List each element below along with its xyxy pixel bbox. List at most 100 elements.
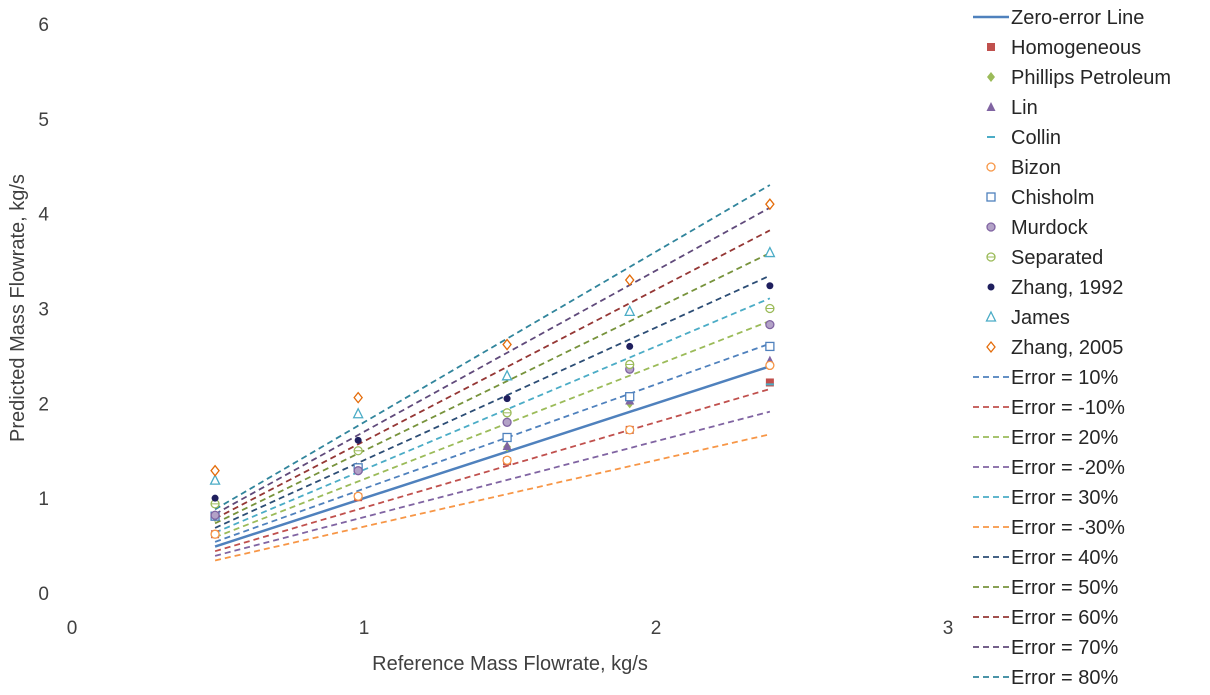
data-point xyxy=(353,491,363,501)
data-point xyxy=(626,342,634,350)
series-lin xyxy=(210,355,775,520)
legend-item: Zero-error Line xyxy=(973,7,1144,29)
series-chisholm xyxy=(210,341,775,521)
legend-label: Error = 40% xyxy=(1011,547,1118,569)
legend-item: Lin xyxy=(986,97,1038,119)
legend-label: Zero-error Line xyxy=(1011,7,1144,29)
y-tick-label: 6 xyxy=(38,15,49,36)
error-line xyxy=(214,433,771,562)
y-tick-label: 5 xyxy=(38,110,49,131)
data-point xyxy=(503,395,511,403)
data-point xyxy=(764,246,776,258)
series-zhang-1992 xyxy=(211,282,774,502)
data-point xyxy=(502,417,512,427)
data-point xyxy=(501,369,513,381)
error-line xyxy=(214,410,771,557)
y-tick-label: 4 xyxy=(38,205,49,226)
legend-label: James xyxy=(1011,307,1070,329)
data-point xyxy=(209,473,221,485)
legend-item: Error = 40% xyxy=(973,547,1118,569)
legend-swatch xyxy=(986,102,996,111)
legend-item: Murdock xyxy=(986,217,1089,239)
data-point xyxy=(765,360,775,371)
plot-lines xyxy=(214,184,771,562)
y-axis-label: Predicted Mass Flowrate, kg/s xyxy=(7,174,29,442)
data-point xyxy=(502,338,512,351)
x-axis-label: Reference Mass Flowrate, kg/s xyxy=(372,653,648,675)
legend-swatch xyxy=(986,162,996,172)
legend-label: Zhang, 2005 xyxy=(1011,337,1123,359)
y-tick-label: 2 xyxy=(38,394,49,415)
error-line xyxy=(214,320,771,539)
legend-label: Homogeneous xyxy=(1011,37,1141,59)
legend-swatch xyxy=(987,283,995,291)
series-james xyxy=(209,246,776,485)
legend-swatch xyxy=(986,340,996,354)
legend-label: Error = -30% xyxy=(1011,517,1125,539)
legend-label: Error = 80% xyxy=(1011,667,1118,689)
legend-label: Error = -10% xyxy=(1011,397,1125,419)
zero-error-line xyxy=(214,365,771,548)
error-line xyxy=(214,206,771,515)
legend-item: Error = 70% xyxy=(973,637,1118,659)
data-point xyxy=(625,359,635,370)
error-line xyxy=(214,229,771,520)
error-line xyxy=(214,388,771,553)
legend-swatch xyxy=(985,310,997,322)
data-point xyxy=(765,341,775,352)
legend-item: Error = -20% xyxy=(973,457,1125,479)
data-point xyxy=(624,274,635,287)
data-point xyxy=(210,510,220,520)
x-tick-label: 3 xyxy=(943,618,954,639)
legend-label: Bizon xyxy=(1011,157,1061,179)
series-zhang-2005 xyxy=(210,198,775,477)
legend-swatch xyxy=(987,72,995,82)
y-tick-label: 1 xyxy=(38,489,49,510)
data-point xyxy=(353,446,363,456)
y-tick-label: 0 xyxy=(38,584,49,605)
legend-label: Chisholm xyxy=(1011,187,1094,209)
legend-item: Error = 10% xyxy=(973,367,1118,389)
y-tick-label: 3 xyxy=(38,300,49,321)
x-tick-label: 1 xyxy=(359,618,370,639)
legend-item: Error = -30% xyxy=(973,517,1125,539)
legend-swatch xyxy=(987,43,995,51)
legend: Zero-error Line Homogeneous Phillips Petro… xyxy=(973,7,1171,689)
legend-label: Error = -20% xyxy=(1011,457,1125,479)
x-tick-label: 0 xyxy=(67,618,78,639)
legend-item: Error = 30% xyxy=(973,487,1118,509)
legend-item: Zhang, 1992 xyxy=(987,277,1123,299)
legend-item: Phillips Petroleum xyxy=(987,67,1171,89)
legend-label: Zhang, 1992 xyxy=(1011,277,1123,299)
legend-label: Error = 60% xyxy=(1011,607,1118,629)
data-point xyxy=(502,455,512,465)
legend-item: Separated xyxy=(986,247,1103,269)
data-point xyxy=(352,407,364,419)
data-point xyxy=(765,198,775,211)
data-point xyxy=(502,408,512,418)
data-point xyxy=(765,319,775,330)
legend-item: James xyxy=(985,307,1070,329)
plot-markers xyxy=(209,198,776,539)
legend-item: Error = 80% xyxy=(973,667,1118,689)
legend-label: Murdock xyxy=(1011,217,1089,239)
legend-item: Homogeneous xyxy=(987,37,1141,59)
legend-swatch xyxy=(986,192,996,202)
error-line xyxy=(214,252,771,525)
error-line xyxy=(214,342,771,543)
legend-item: Chisholm xyxy=(986,187,1094,209)
legend-label: Error = 50% xyxy=(1011,577,1118,599)
legend-label: Error = 20% xyxy=(1011,427,1118,449)
error-line xyxy=(214,274,771,529)
legend-item: Collin xyxy=(987,127,1061,149)
legend-item: Error = 50% xyxy=(973,577,1118,599)
legend-label: Error = 30% xyxy=(1011,487,1118,509)
legend-swatch xyxy=(986,252,996,262)
data-point xyxy=(765,303,775,314)
series-bizon xyxy=(210,360,775,539)
legend-label: Separated xyxy=(1011,247,1103,269)
data-point xyxy=(353,466,363,476)
legend-item: Error = 20% xyxy=(973,427,1118,449)
axes: 0 1 2 3 4 5 6 0 1 2 3 xyxy=(38,15,953,639)
